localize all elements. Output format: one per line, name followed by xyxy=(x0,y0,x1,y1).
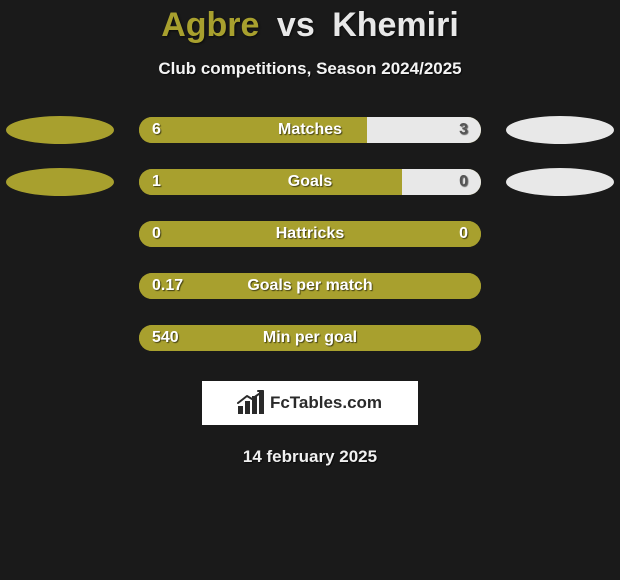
title-player1: Agbre xyxy=(161,6,259,44)
stat-value-right: 3 xyxy=(459,117,468,143)
stat-row: 0.17Goals per match xyxy=(0,273,620,299)
stats-rows: 6Matches31Goals00Hattricks00.17Goals per… xyxy=(0,117,620,351)
stat-bar: 0.17Goals per match xyxy=(139,273,481,299)
stat-row: 6Matches3 xyxy=(0,117,620,143)
page-title: Agbre vs Khemiri xyxy=(161,6,459,45)
player1-ellipse-icon xyxy=(6,116,114,144)
stat-bar: 1Goals0 xyxy=(139,169,481,195)
player1-ellipse-icon xyxy=(6,168,114,196)
stat-value-right: 0 xyxy=(459,221,468,247)
date-label: 14 february 2025 xyxy=(243,447,377,467)
subtitle: Club competitions, Season 2024/2025 xyxy=(158,59,461,79)
stat-bar: 0Hattricks0 xyxy=(139,221,481,247)
stat-label: Matches xyxy=(139,117,481,143)
title-player2: Khemiri xyxy=(332,6,459,44)
stat-bar: 6Matches3 xyxy=(139,117,481,143)
stat-row: 1Goals0 xyxy=(0,169,620,195)
logo-box: FcTables.com xyxy=(202,381,418,425)
comparison-container: Agbre vs Khemiri Club competitions, Seas… xyxy=(0,0,620,467)
logo-text: FcTables.com xyxy=(270,393,382,413)
stat-label: Goals xyxy=(139,169,481,195)
stat-label: Min per goal xyxy=(139,325,481,351)
stat-value-right: 0 xyxy=(459,169,468,195)
title-vs: vs xyxy=(277,6,315,44)
stat-label: Hattricks xyxy=(139,221,481,247)
stat-label: Goals per match xyxy=(139,273,481,299)
logo-chart-icon xyxy=(238,392,264,414)
player2-ellipse-icon xyxy=(506,168,614,196)
player2-ellipse-icon xyxy=(506,116,614,144)
stat-row: 0Hattricks0 xyxy=(0,221,620,247)
stat-row: 540Min per goal xyxy=(0,325,620,351)
stat-bar: 540Min per goal xyxy=(139,325,481,351)
